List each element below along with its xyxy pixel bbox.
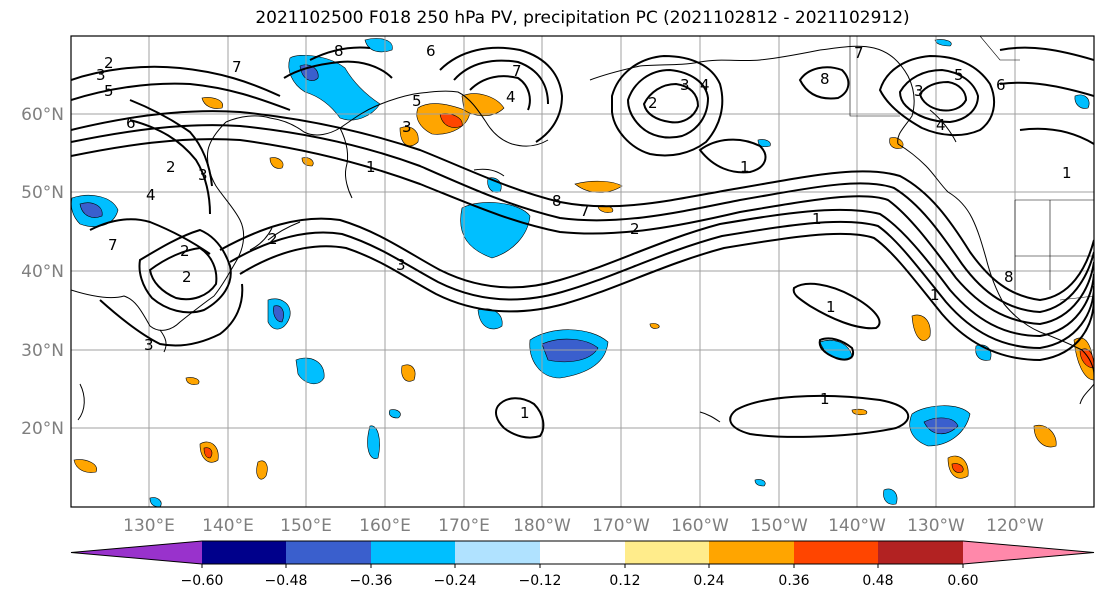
colorbar-tick-label: 0.48: [862, 573, 893, 589]
contour-label: 8: [1004, 268, 1014, 286]
contour-label: 6: [996, 76, 1006, 94]
contour-label: 7: [108, 236, 118, 254]
contour-label: 3: [680, 76, 690, 94]
contour-label: 3: [144, 336, 154, 354]
contour-label: 6: [426, 42, 436, 60]
colorbar-segment: [794, 541, 878, 564]
colorbar-tick-label: 0.36: [778, 573, 809, 589]
colorbar-segment: [455, 541, 540, 564]
longitude-labels: 130°E 140°E 150°E 160°E 170°E 180°W 170°…: [123, 516, 1044, 536]
contour-label: 6: [126, 114, 136, 132]
contour-label: 4: [506, 88, 516, 106]
lon-label: 130°W: [907, 516, 965, 536]
colorbar-segment: [625, 541, 709, 564]
lat-label: 40°N: [21, 262, 64, 282]
colorbar-tick-label: 0.24: [693, 573, 724, 589]
lon-label: 140°W: [828, 516, 886, 536]
contour-label: 4: [700, 76, 710, 94]
colorbar-segment: [286, 541, 371, 564]
contour-label: 5: [412, 92, 422, 110]
colorbar-segment: [202, 541, 286, 564]
contour-label: 1: [930, 286, 940, 304]
latitude-labels: 60°N 50°N 40°N 30°N 20°N: [21, 105, 64, 439]
lat-label: 30°N: [21, 341, 64, 361]
contour-label: 2: [180, 242, 190, 260]
lon-label: 170°E: [438, 516, 490, 536]
contour-label: 3: [402, 118, 412, 136]
lat-label: 50°N: [21, 183, 64, 203]
colorbar-tick-labels: −0.60 −0.48 −0.36 −0.24 −0.12 0.12 0.24 …: [181, 573, 979, 589]
colorbar-segment: [878, 541, 963, 564]
contour-label: 8: [820, 70, 830, 88]
contour-label: 1: [1062, 164, 1072, 182]
lon-label: 160°W: [671, 516, 729, 536]
contour-label: 7: [854, 44, 864, 62]
contour-label: 2: [268, 230, 278, 248]
contour-label: 1: [826, 298, 836, 316]
colorbar-tick-label: 0.60: [947, 573, 978, 589]
colorbar-segment: [371, 541, 455, 564]
contour-label: 8: [334, 42, 344, 60]
colorbar-tick-label: −0.12: [519, 573, 562, 589]
contour-label: 2: [166, 158, 176, 176]
negative-precip-areas: [71, 38, 1090, 507]
lat-label: 20°N: [21, 419, 64, 439]
lon-label: 120°W: [986, 516, 1044, 536]
contour-label: 1: [812, 210, 822, 228]
colorbar-tick-label: −0.48: [265, 573, 308, 589]
contour-label: 1: [366, 158, 376, 176]
contour-label: 7: [232, 58, 242, 76]
plot-frame: [70, 35, 1095, 508]
contour-label: 3: [914, 82, 924, 100]
contour-label: 7: [580, 202, 590, 220]
coastlines: [71, 45, 1094, 423]
colorbar-segment: [709, 541, 794, 564]
contour-label: 5: [954, 66, 964, 84]
contour-label: 1: [740, 158, 750, 176]
contour-label: 4: [936, 116, 946, 134]
colorbar-segment: [540, 541, 625, 564]
colorbar-tick-label: −0.60: [181, 573, 224, 589]
contour-label: 2: [182, 268, 192, 286]
contour-label: 3: [396, 256, 406, 274]
colorbar-segment: [963, 541, 1094, 564]
precipitation-shading: [71, 38, 1094, 507]
colorbar: [70, 540, 1095, 568]
political-borders: [849, 36, 1094, 301]
lon-label: 160°E: [359, 516, 411, 536]
contour-label: 5: [104, 82, 114, 100]
lon-label: 130°E: [123, 516, 175, 536]
contour-label: 2: [630, 220, 640, 238]
contour-label: 3: [96, 66, 106, 84]
lon-label: 140°E: [202, 516, 254, 536]
contour-labels: 2 3 5 6 7 8 6 5 3 4 7 1 2 3 4 2 7 8 3 2 …: [96, 42, 1072, 422]
lon-label: 150°W: [750, 516, 808, 536]
lon-label: 180°W: [513, 516, 571, 536]
lon-label: 150°E: [280, 516, 332, 536]
lon-label: 170°W: [592, 516, 650, 536]
contour-label: 1: [520, 404, 530, 422]
contour-label: 3: [198, 166, 208, 184]
contour-label: 2: [104, 54, 114, 72]
pv-contours: [71, 46, 1094, 439]
colorbar-tick-label: −0.24: [434, 573, 477, 589]
contour-label: 1: [820, 390, 830, 408]
lat-label: 60°N: [21, 105, 64, 125]
contour-label: 2: [648, 94, 658, 112]
colorbar-tick-label: 0.12: [609, 573, 640, 589]
map-title: 2021102500 F018 250 hPa PV, precipitatio…: [255, 8, 910, 28]
contour-label: 7: [512, 62, 522, 80]
contour-label: 8: [552, 192, 562, 210]
colorbar-tick-label: −0.36: [350, 573, 393, 589]
colorbar-segment: [71, 541, 202, 564]
contour-label: 4: [146, 186, 156, 204]
